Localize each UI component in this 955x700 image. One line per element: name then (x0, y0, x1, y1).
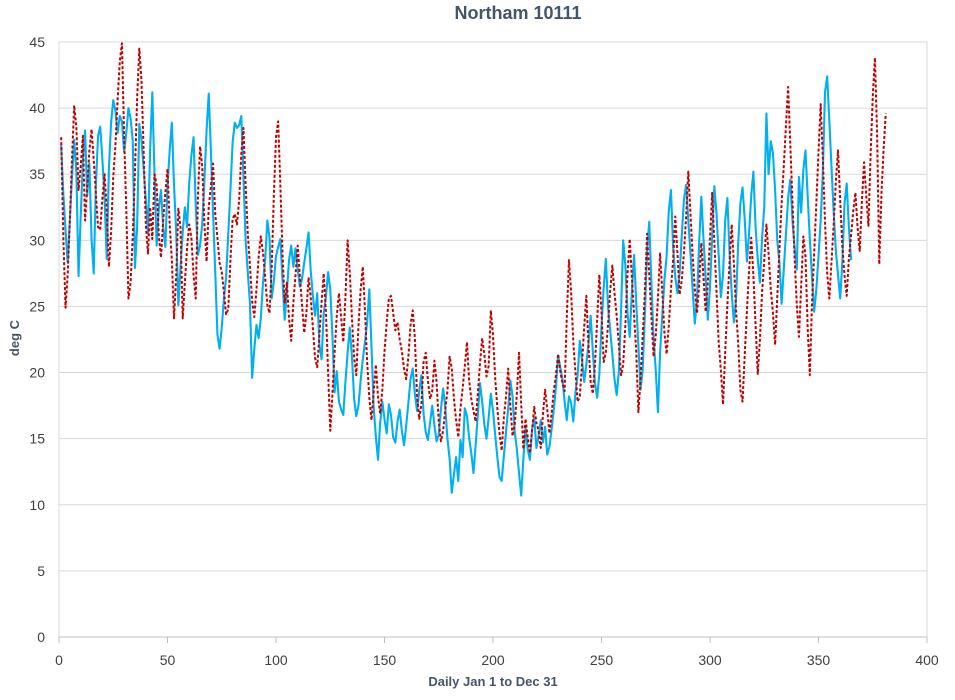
y-tick-label: 10 (29, 497, 45, 513)
series-lines (60, 42, 887, 497)
y-tick-label: 35 (29, 166, 45, 182)
series-line-blue-solid (60, 75, 853, 497)
y-tick-label: 45 (29, 34, 45, 50)
x-tick-label: 350 (807, 652, 831, 668)
y-tick-label: 20 (29, 365, 45, 381)
x-tick-label: 150 (373, 652, 397, 668)
chart-title: Northam 10111 (454, 3, 581, 23)
y-tick-label: 40 (29, 100, 45, 116)
axes: 0 5 10 15 20 25 30 35 40 45 0 50 100 150 200 250 300 350 4… (29, 34, 938, 668)
x-tick-label: 200 (481, 652, 505, 668)
y-tick-label: 15 (29, 431, 45, 447)
y-tick-label: 0 (37, 629, 45, 645)
x-tick-label: 400 (915, 652, 939, 668)
y-tick-label: 25 (29, 298, 45, 314)
x-tick-label: 300 (698, 652, 722, 668)
x-tick-label: 250 (590, 652, 614, 668)
y-tick-label: 30 (29, 232, 45, 248)
x-tick-label: 100 (264, 652, 288, 668)
x-axis-title: Daily Jan 1 to Dec 31 (428, 674, 557, 689)
x-tick-label: 50 (160, 652, 176, 668)
y-tick-label: 5 (37, 563, 45, 579)
x-tick-label: 0 (55, 652, 63, 668)
y-axis-title: deg C (7, 319, 22, 356)
